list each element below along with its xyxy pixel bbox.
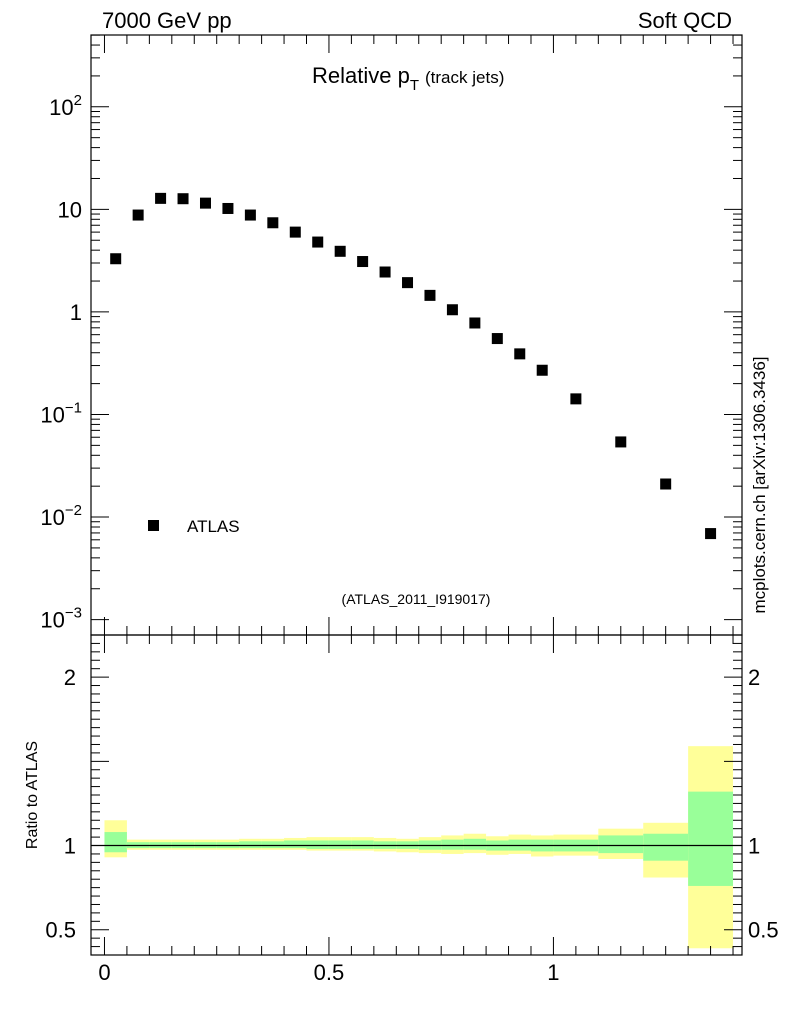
data-point-22 (660, 478, 672, 490)
ratio-band-green-7 (261, 841, 285, 849)
data-point-2 (155, 192, 167, 204)
ratio-y-tick-label-left-0: 2 (64, 665, 76, 690)
data-point-4 (199, 197, 211, 209)
analysis-id-annotation: (ATLAS_2011_I919017) (342, 591, 491, 607)
main-y-tick-label-2: 1 (70, 300, 82, 325)
data-point-0 (110, 253, 122, 265)
main-y-tick-label-3: 10−1 (40, 399, 82, 427)
data-point-1 (132, 209, 144, 221)
header-energy-label: 7000 GeV pp (102, 8, 232, 33)
x-tick-label-2: 1 (547, 960, 559, 985)
ratio-panel-ticks (91, 635, 742, 955)
ratio-band-green-21 (598, 835, 644, 854)
data-point-20 (570, 393, 582, 405)
ratio-band-green-16 (463, 838, 487, 850)
data-point-5 (222, 202, 234, 214)
ratio-band-green-15 (441, 839, 464, 850)
main-title-text: Relative p (312, 63, 410, 88)
main-panel-frame (90, 34, 743, 636)
legend-label: ATLAS (187, 517, 240, 536)
main-title-subscript: T (410, 77, 419, 94)
data-point-9 (312, 236, 324, 248)
data-point-16 (469, 317, 481, 329)
main-y-tick-labels: 102 10 1 10−1 10−2 10−3 (40, 92, 82, 633)
ratio-y-tick-label-left-1: 1 (64, 834, 76, 859)
main-title: Relative pT (track jets) (312, 63, 504, 94)
ratio-band-green-11 (351, 840, 374, 849)
data-point-10 (334, 245, 346, 257)
data-point-18 (514, 348, 526, 360)
ratio-y-axis-label: Ratio to ATLAS (24, 741, 41, 849)
legend-marker (148, 520, 159, 531)
data-point-17 (491, 333, 503, 345)
data-point-14 (424, 289, 436, 301)
data-point-21 (615, 436, 627, 448)
ratio-band-green-23 (688, 791, 734, 886)
ratio-band-green-6 (239, 841, 262, 849)
ratio-y-tick-label-right-2: 0.5 (748, 918, 779, 943)
ratio-y-tick-label-right-0: 2 (748, 665, 760, 690)
data-point-15 (446, 304, 458, 316)
ratio-y-tick-label-left-2: 0.5 (45, 918, 76, 943)
main-y-tick-label-1: 10 (58, 197, 82, 222)
ratio-panel-frame (90, 634, 743, 956)
ratio-band-green-8 (284, 840, 307, 849)
side-source-label: mcplots.cern.ch [arXiv:1306.3436] (750, 356, 769, 613)
header-category-label: Soft QCD (638, 8, 732, 33)
data-point-19 (536, 364, 548, 376)
data-point-11 (357, 256, 369, 268)
x-tick-label-0: 0 (98, 960, 110, 985)
data-point-3 (177, 193, 189, 205)
ratio-band-green-0 (104, 832, 127, 853)
ratio-band-green-9 (306, 840, 329, 849)
data-point-7 (267, 217, 279, 229)
data-point-13 (402, 277, 414, 289)
ratio-y-tick-label-right-1: 1 (748, 834, 760, 859)
ratio-band-green-10 (328, 840, 352, 849)
main-title-suffix: (track jets) (425, 68, 504, 87)
main-y-tick-label-5: 10−3 (40, 605, 82, 633)
main-y-tick-label-0: 102 (49, 92, 82, 120)
main-y-tick-label-4: 10−2 (40, 502, 82, 530)
main-panel-ticks (91, 34, 742, 635)
data-point-12 (379, 266, 391, 278)
ratio-bands (104, 746, 734, 949)
main-data-points (110, 192, 717, 540)
data-point-8 (289, 226, 301, 238)
data-point-23 (705, 528, 717, 540)
x-tick-label-1: 0.5 (314, 960, 345, 985)
ratio-tick-labels: 2 2 1 1 0.5 0.5 0 0.5 1 (45, 665, 778, 985)
ratio-band-green-22 (643, 833, 689, 861)
data-point-6 (244, 209, 256, 221)
